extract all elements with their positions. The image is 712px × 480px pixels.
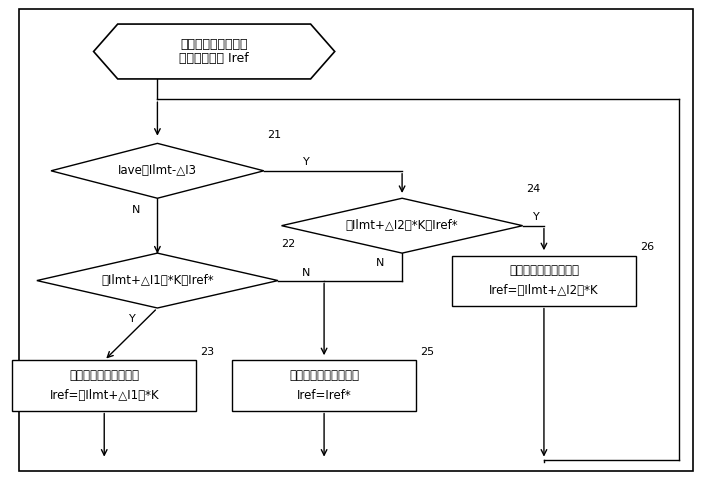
Text: Y: Y bbox=[129, 313, 136, 324]
Text: 设置电流环控制器给定: 设置电流环控制器给定 bbox=[289, 369, 359, 382]
FancyBboxPatch shape bbox=[12, 360, 197, 410]
Text: N: N bbox=[376, 258, 384, 268]
Text: Iref=（Ilmt+△I2）*K: Iref=（Ilmt+△I2）*K bbox=[489, 284, 599, 297]
Polygon shape bbox=[51, 144, 264, 198]
FancyBboxPatch shape bbox=[451, 255, 636, 306]
Text: 限流电流法获得电流: 限流电流法获得电流 bbox=[180, 38, 248, 51]
Polygon shape bbox=[93, 24, 335, 79]
Text: Y: Y bbox=[303, 157, 310, 167]
Text: 设置电流环控制器给定: 设置电流环控制器给定 bbox=[69, 369, 140, 382]
Text: N: N bbox=[132, 205, 140, 215]
Text: 设置电流环控制器给定: 设置电流环控制器给定 bbox=[509, 264, 579, 277]
Text: 21: 21 bbox=[267, 130, 281, 140]
Text: N: N bbox=[302, 268, 310, 278]
Text: 23: 23 bbox=[200, 347, 214, 357]
Text: Iref=Iref*: Iref=Iref* bbox=[297, 389, 352, 402]
Text: Iave＜Ilmt-△I3: Iave＜Ilmt-△I3 bbox=[118, 164, 197, 177]
Polygon shape bbox=[37, 253, 278, 308]
Text: Y: Y bbox=[533, 212, 540, 222]
Text: （Ilmt+△I1）*K＜Iref*: （Ilmt+△I1）*K＜Iref* bbox=[101, 274, 214, 287]
Text: 26: 26 bbox=[639, 242, 654, 252]
Text: 控制器的给定 Iref: 控制器的给定 Iref bbox=[179, 52, 249, 65]
Text: 22: 22 bbox=[281, 240, 295, 249]
FancyBboxPatch shape bbox=[232, 360, 417, 410]
Text: Iref=（Ilmt+△I1）*K: Iref=（Ilmt+△I1）*K bbox=[49, 389, 159, 402]
Polygon shape bbox=[281, 198, 523, 253]
Text: （Ilmt+△I2）*K＜Iref*: （Ilmt+△I2）*K＜Iref* bbox=[346, 219, 459, 232]
Text: 24: 24 bbox=[526, 184, 540, 194]
Text: 25: 25 bbox=[420, 347, 434, 357]
